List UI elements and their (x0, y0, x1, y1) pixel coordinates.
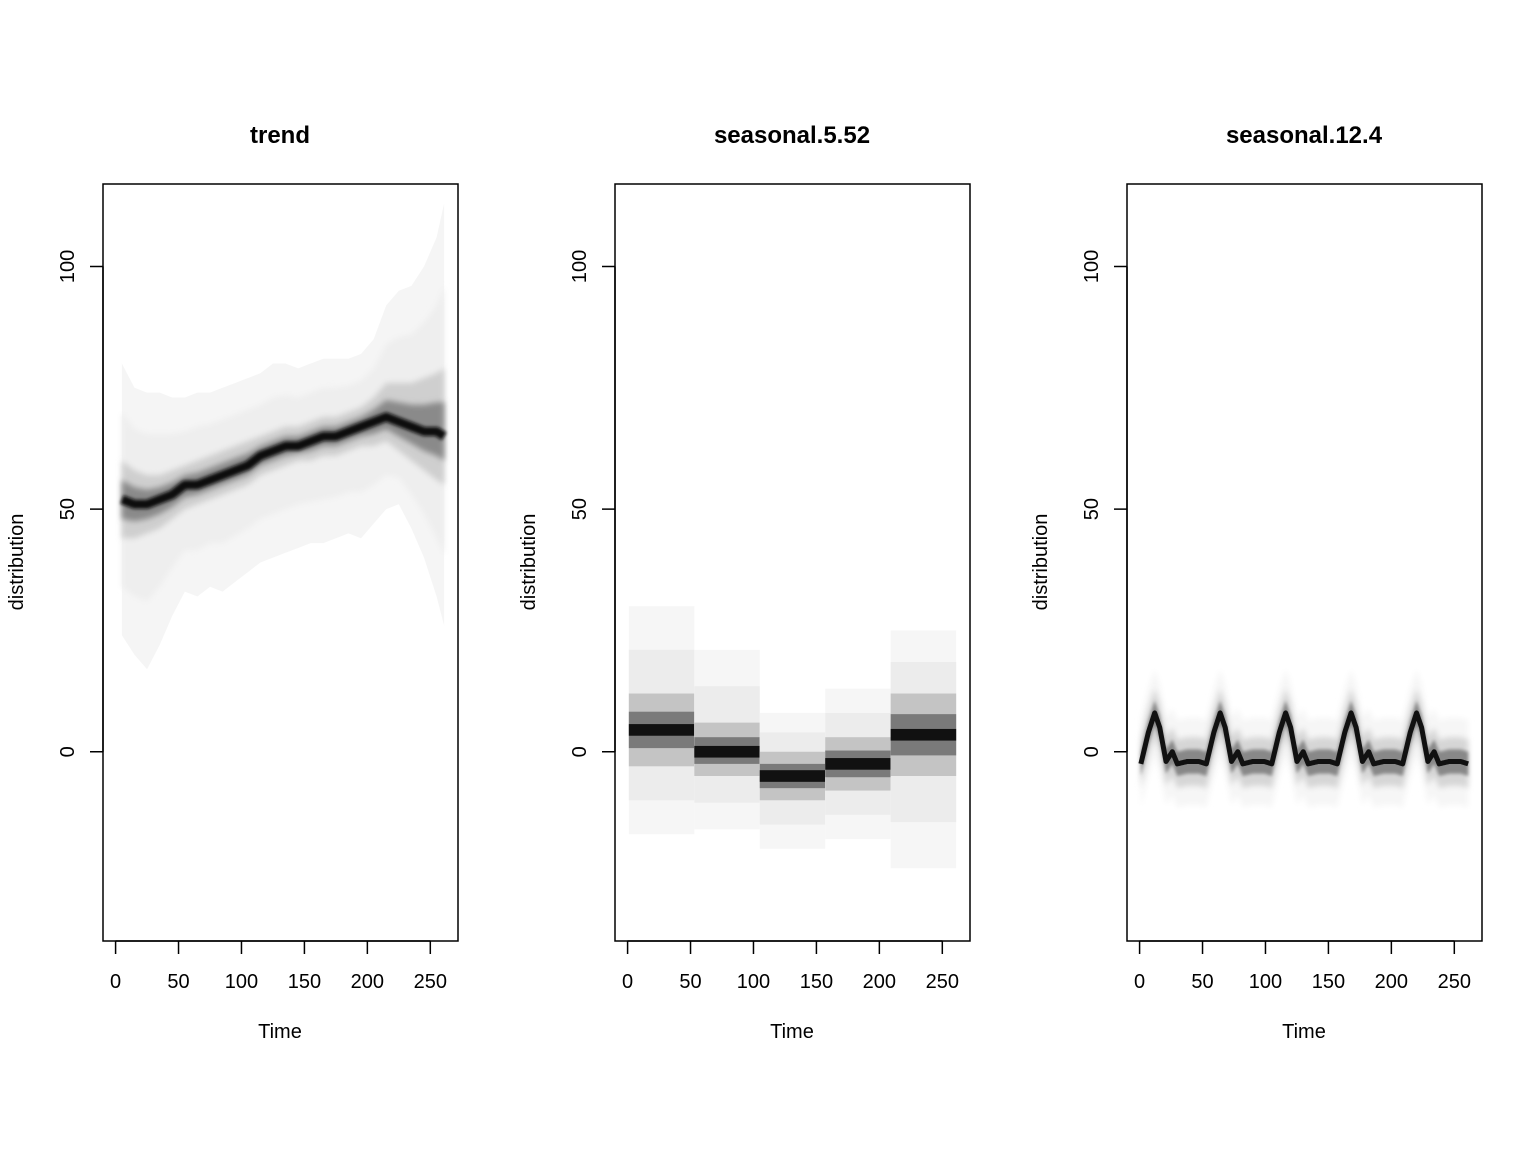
y-tick-label: 0 (57, 746, 79, 757)
y-tick-label: 100 (57, 250, 79, 283)
x-tick-label: 50 (167, 971, 189, 993)
median-bar (628, 724, 695, 736)
trend-title: trend (250, 122, 310, 149)
x-tick-label: 250 (414, 971, 447, 993)
x-tick-label: 250 (926, 971, 959, 993)
x-tick-label: 100 (225, 971, 258, 993)
x-tick-label: 200 (351, 971, 384, 993)
segment-4 (825, 688, 891, 840)
x-tick-label: 150 (800, 971, 833, 993)
median-bar (890, 728, 957, 741)
x-tick-label: 0 (1134, 971, 1145, 993)
x-tick-label: 200 (863, 971, 896, 993)
seasonal-5-52-x-axis-label: Time (770, 1021, 814, 1043)
median-bar (825, 758, 891, 770)
y-tick-label: 100 (569, 250, 591, 283)
x-tick-label: 200 (1375, 971, 1408, 993)
seasonal-5-52-panel: seasonal.5.52 0 50 100 150 200 250 0 50 100 Time… (518, 122, 971, 1043)
median-line (1138, 710, 1471, 767)
median-bar (759, 770, 826, 782)
seasonal-5-52-title: seasonal.5.52 (714, 122, 870, 149)
segment-1 (628, 606, 695, 835)
y-tick-label: 50 (1081, 498, 1103, 520)
x-tick-label: 0 (622, 971, 633, 993)
trend-y-axis-label: distribution (6, 514, 28, 611)
median-bar (694, 745, 760, 758)
x-tick-label: 50 (1191, 971, 1213, 993)
x-tick-label: 100 (1249, 971, 1282, 993)
seasonal-12-4-panel: seasonal.12.4 0 50 100 150 200 250 0 50 100 Time… (1030, 122, 1483, 1043)
seasonal-12-4-title: seasonal.12.4 (1226, 122, 1383, 149)
y-tick-label: 0 (1081, 746, 1103, 757)
y-tick-label: 50 (57, 498, 79, 520)
y-tick-label: 100 (1081, 250, 1103, 283)
segment-5 (890, 630, 957, 869)
segment-2 (694, 649, 760, 830)
y-tick-label: 0 (569, 746, 591, 757)
x-tick-label: 150 (1312, 971, 1345, 993)
seasonal-5-52-y-axis-label: distribution (518, 514, 540, 611)
seasonal-12-4-plot-frame (1126, 183, 1483, 942)
trend-x-axis-label: Time (258, 1021, 302, 1043)
x-tick-label: 250 (1438, 971, 1471, 993)
segment-3 (759, 712, 826, 849)
x-tick-label: 100 (737, 971, 770, 993)
x-tick-label: 150 (288, 971, 321, 993)
trend-panel: trend 0 50 100 150 200 250 0 50 100 Time distrib… (6, 122, 459, 1043)
seasonal-12-4-y-axis-label: distribution (1030, 514, 1052, 611)
x-tick-label: 0 (110, 971, 121, 993)
x-tick-label: 50 (679, 971, 701, 993)
y-tick-label: 50 (569, 498, 591, 520)
median-line (120, 412, 447, 509)
seasonal-12-4-x-axis-label: Time (1282, 1021, 1326, 1043)
